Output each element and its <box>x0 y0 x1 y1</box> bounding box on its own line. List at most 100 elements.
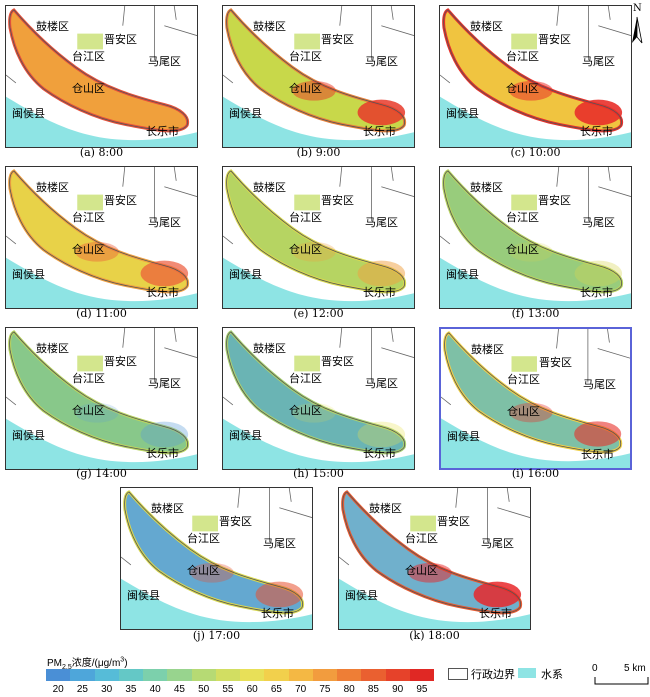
water-label: 水系 <box>541 669 563 681</box>
map-panel: 鼓楼区 晋安区 台江区 马尾区 仓山区 闽侯县 长乐市 <box>5 5 198 148</box>
place-label-mawei: 马尾区 <box>365 377 398 390</box>
pm25-map <box>440 6 631 147</box>
pm25-hotspot-east <box>140 421 189 448</box>
taijiang-patch <box>294 355 320 372</box>
pm25-map <box>121 488 312 629</box>
place-label-jinan: 晋安区 <box>104 33 137 46</box>
place-label-gulou: 鼓楼区 <box>36 342 69 355</box>
color-bar-swatch <box>46 669 71 681</box>
place-label-cangshan: 仓山区 <box>289 404 322 417</box>
color-bar-tick: 55 <box>222 684 234 695</box>
place-label-minhou: 闽侯县 <box>345 589 378 602</box>
study-boundary <box>226 170 406 293</box>
place-label-minhou: 闽侯县 <box>229 268 262 281</box>
color-bar-swatch <box>143 669 168 681</box>
panel-caption: (h) 15:00 <box>293 467 344 480</box>
place-label-changle: 长乐市 <box>363 125 396 138</box>
color-bar-tick: 40 <box>149 684 161 695</box>
pm25-map <box>441 329 630 468</box>
place-label-gulou: 鼓楼区 <box>36 20 69 33</box>
place-label-jinan: 晋安区 <box>437 515 470 528</box>
river-water <box>440 96 631 147</box>
north-arrow-icon <box>632 16 643 44</box>
pm25-map <box>223 6 414 147</box>
place-label-jinan: 晋安区 <box>104 355 137 368</box>
place-label-minhou: 闽侯县 <box>12 429 45 442</box>
place-label-minhou: 闽侯县 <box>447 430 480 443</box>
place-label-gulou: 鼓楼区 <box>151 502 184 515</box>
color-bar-tick: 20 <box>52 684 64 695</box>
pm25-hotspot-east <box>255 581 304 608</box>
panel-caption: (d) 11:00 <box>76 307 127 320</box>
place-label-jinan: 晋安区 <box>219 515 252 528</box>
map-panel: 鼓楼区 晋安区 台江区 马尾区 仓山区 闽侯县 长乐市 <box>5 166 198 309</box>
color-bar-tick: 50 <box>198 684 210 695</box>
district-boundaries <box>121 488 312 566</box>
color-bar-tick: 25 <box>76 684 88 695</box>
place-label-mawei: 马尾区 <box>582 55 615 68</box>
color-bar-swatch <box>361 669 386 681</box>
place-label-changle: 长乐市 <box>363 286 396 299</box>
place-label-minhou: 闽侯县 <box>446 107 479 120</box>
color-bar-tick: 85 <box>367 684 379 695</box>
color-bar-swatch <box>215 669 240 681</box>
place-label-cangshan: 仓山区 <box>506 243 539 256</box>
district-boundaries <box>223 167 414 245</box>
taijiang-patch <box>77 194 103 211</box>
place-label-mawei: 马尾区 <box>148 216 181 229</box>
pm25-hotspot-east <box>574 99 623 126</box>
color-bar-swatch <box>264 669 289 681</box>
place-label-changle: 长乐市 <box>580 286 613 299</box>
pm25-map <box>6 6 197 147</box>
color-bar-ticks: 20 25 30 35 40 45 50 55 60 65 70 75 80 85 90 95 <box>46 684 434 697</box>
place-label-mawei: 马尾区 <box>148 55 181 68</box>
place-label-minhou: 闽侯县 <box>229 107 262 120</box>
place-label-cangshan: 仓山区 <box>405 564 438 577</box>
place-label-cangshan: 仓山区 <box>72 82 105 95</box>
pm25-hotspot-east <box>357 421 406 448</box>
place-label-jinan: 晋安区 <box>321 194 354 207</box>
place-label-mawei: 马尾区 <box>365 216 398 229</box>
pm25-hotspot-east <box>357 260 406 287</box>
color-bar-tick: 30 <box>101 684 113 695</box>
river-water <box>6 418 197 469</box>
map-panel: 鼓楼区 晋安区 台江区 马尾区 仓山区 闽侯县 长乐市 <box>222 5 415 148</box>
river-water <box>6 257 197 308</box>
place-label-changle: 长乐市 <box>581 448 614 461</box>
pm25-hotspot-east <box>357 99 406 126</box>
pm25-map <box>440 167 631 308</box>
color-bar-tick: 70 <box>295 684 307 695</box>
taijiang-patch <box>294 33 320 50</box>
map-panel: 鼓楼区 晋安区 台江区 马尾区 仓山区 闽侯县 长乐市 <box>5 327 198 470</box>
pm25-hotspot-east <box>473 581 522 608</box>
river-water <box>339 578 530 629</box>
taijiang-patch <box>511 33 537 50</box>
color-bar-tick: 75 <box>319 684 331 695</box>
place-label-cangshan: 仓山区 <box>187 564 220 577</box>
pm25-map <box>223 167 414 308</box>
study-boundary <box>9 170 189 293</box>
place-label-gulou: 鼓楼区 <box>369 502 402 515</box>
panel-caption: (k) 18:00 <box>409 629 460 642</box>
place-label-minhou: 闽侯县 <box>127 589 160 602</box>
color-bar-swatch <box>337 669 362 681</box>
map-panel: 鼓楼区 晋安区 台江区 马尾区 仓山区 闽侯县 长乐市 <box>338 487 531 630</box>
color-bar-tick: 35 <box>125 684 137 695</box>
place-label-changle: 长乐市 <box>580 125 613 138</box>
place-label-taijiang: 台江区 <box>72 372 105 385</box>
place-label-mawei: 马尾区 <box>148 377 181 390</box>
place-label-taijiang: 台江区 <box>507 373 540 386</box>
place-label-taijiang: 台江区 <box>405 532 438 545</box>
place-label-jinan: 晋安区 <box>104 194 137 207</box>
district-boundaries <box>440 6 631 84</box>
pm25-map <box>6 328 197 469</box>
study-boundary <box>226 331 406 454</box>
taijiang-patch <box>192 515 218 532</box>
panel-caption: (c) 10:00 <box>510 146 561 159</box>
map-panel: 鼓楼区 晋安区 台江区 马尾区 仓山区 闽侯县 长乐市 <box>120 487 313 630</box>
place-label-gulou: 鼓楼区 <box>470 20 503 33</box>
river-water <box>223 418 414 469</box>
place-label-taijiang: 台江区 <box>506 50 539 63</box>
study-boundary <box>9 331 189 454</box>
study-boundary <box>444 332 622 453</box>
